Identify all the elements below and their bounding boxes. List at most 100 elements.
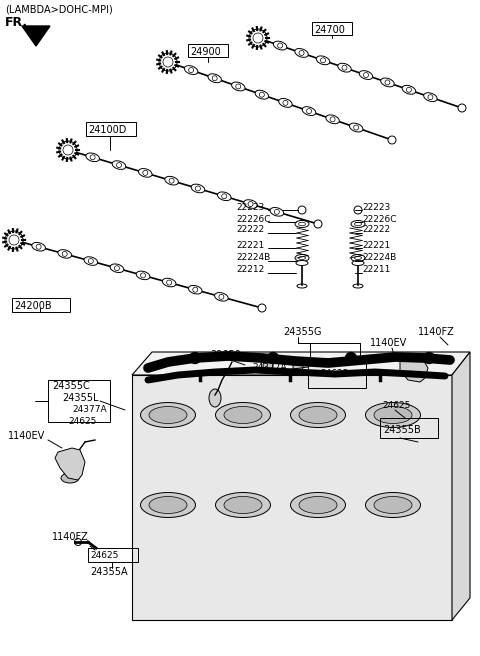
- Polygon shape: [132, 352, 470, 375]
- Text: 39650: 39650: [210, 350, 241, 360]
- Ellipse shape: [139, 169, 152, 177]
- Text: 24700: 24700: [314, 25, 345, 35]
- Circle shape: [143, 171, 148, 175]
- Polygon shape: [132, 375, 452, 620]
- Ellipse shape: [141, 403, 195, 428]
- Ellipse shape: [365, 403, 420, 428]
- Ellipse shape: [365, 493, 420, 518]
- Text: 1140FZ: 1140FZ: [418, 327, 455, 337]
- Text: 22226C: 22226C: [236, 215, 271, 224]
- Text: 1140FZ: 1140FZ: [52, 532, 89, 542]
- Ellipse shape: [273, 41, 287, 50]
- Polygon shape: [22, 26, 50, 46]
- Ellipse shape: [162, 278, 176, 287]
- Ellipse shape: [299, 497, 337, 514]
- Bar: [188, 44, 228, 57]
- Text: 24625: 24625: [68, 417, 96, 426]
- Text: (LAMBDA>DOHC-MPI): (LAMBDA>DOHC-MPI): [5, 5, 113, 15]
- Circle shape: [346, 352, 357, 363]
- Ellipse shape: [353, 284, 363, 288]
- Text: 24625: 24625: [90, 552, 119, 560]
- Text: 22224B: 22224B: [236, 253, 270, 262]
- Ellipse shape: [191, 184, 205, 193]
- Text: 22224B: 22224B: [362, 253, 396, 262]
- Circle shape: [407, 87, 411, 92]
- Circle shape: [5, 231, 23, 249]
- Circle shape: [59, 141, 77, 159]
- Ellipse shape: [209, 389, 221, 407]
- Circle shape: [193, 287, 198, 292]
- Circle shape: [267, 352, 278, 363]
- Text: 24200B: 24200B: [14, 301, 52, 311]
- Ellipse shape: [165, 176, 179, 185]
- Text: 24355C: 24355C: [52, 381, 90, 391]
- Ellipse shape: [355, 222, 361, 226]
- Ellipse shape: [381, 78, 394, 87]
- Text: 24377A: 24377A: [72, 405, 107, 415]
- Circle shape: [219, 295, 224, 299]
- Circle shape: [423, 352, 434, 363]
- Circle shape: [190, 352, 201, 363]
- Text: 22223: 22223: [362, 203, 390, 211]
- Bar: [86, 122, 136, 136]
- Text: 1140EV: 1140EV: [8, 431, 45, 441]
- Ellipse shape: [184, 66, 198, 75]
- Ellipse shape: [215, 293, 228, 301]
- Circle shape: [62, 251, 67, 256]
- Ellipse shape: [244, 199, 257, 209]
- Text: FR.: FR.: [5, 16, 28, 28]
- Text: 24625: 24625: [320, 369, 348, 379]
- Circle shape: [388, 136, 396, 144]
- Text: 22211: 22211: [362, 266, 390, 274]
- Ellipse shape: [299, 256, 305, 260]
- Ellipse shape: [352, 260, 364, 266]
- Circle shape: [222, 194, 227, 199]
- Ellipse shape: [208, 74, 221, 83]
- Circle shape: [314, 220, 322, 228]
- Ellipse shape: [189, 285, 202, 294]
- Ellipse shape: [295, 49, 308, 57]
- Circle shape: [36, 244, 41, 249]
- Bar: [48, 380, 110, 422]
- Ellipse shape: [84, 256, 97, 265]
- Ellipse shape: [217, 192, 231, 201]
- Ellipse shape: [255, 91, 269, 99]
- Ellipse shape: [297, 284, 307, 288]
- Circle shape: [307, 109, 312, 113]
- Text: 22226C: 22226C: [362, 215, 396, 224]
- Ellipse shape: [216, 493, 271, 518]
- Bar: [88, 548, 138, 562]
- Ellipse shape: [359, 71, 373, 79]
- Circle shape: [248, 201, 253, 207]
- Circle shape: [90, 155, 95, 160]
- Circle shape: [354, 206, 362, 214]
- Text: 22222: 22222: [236, 226, 264, 234]
- Ellipse shape: [299, 407, 337, 424]
- Circle shape: [195, 186, 201, 191]
- Ellipse shape: [296, 260, 308, 266]
- Circle shape: [428, 94, 433, 100]
- Ellipse shape: [326, 115, 339, 124]
- Circle shape: [299, 51, 304, 56]
- Text: 24100D: 24100D: [88, 125, 126, 135]
- Ellipse shape: [136, 271, 150, 279]
- Ellipse shape: [351, 255, 365, 262]
- Ellipse shape: [224, 497, 262, 514]
- Bar: [380, 418, 438, 438]
- Bar: [12, 298, 70, 312]
- Circle shape: [167, 280, 172, 285]
- Circle shape: [163, 57, 173, 67]
- Text: 22223: 22223: [236, 203, 264, 211]
- Ellipse shape: [32, 243, 46, 251]
- Circle shape: [354, 125, 359, 130]
- Ellipse shape: [61, 473, 79, 483]
- Ellipse shape: [338, 63, 351, 72]
- Bar: [308, 358, 366, 388]
- Ellipse shape: [290, 493, 346, 518]
- Circle shape: [385, 80, 390, 85]
- Circle shape: [283, 100, 288, 106]
- Circle shape: [363, 73, 369, 77]
- Polygon shape: [452, 352, 470, 620]
- Circle shape: [189, 68, 193, 73]
- Circle shape: [117, 163, 121, 167]
